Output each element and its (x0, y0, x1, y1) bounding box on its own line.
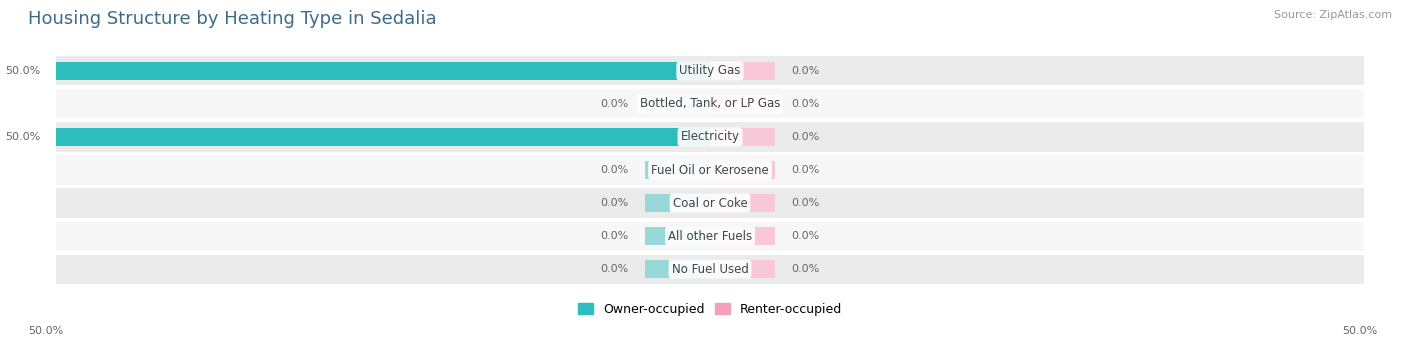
Text: 0.0%: 0.0% (792, 132, 820, 142)
Text: 0.0%: 0.0% (792, 264, 820, 274)
Bar (56, 188, 1364, 218)
Bar (56, 222, 1364, 251)
Bar (56, 155, 1364, 185)
Bar (710, 260, 776, 278)
Text: Source: ZipAtlas.com: Source: ZipAtlas.com (1274, 10, 1392, 20)
Text: Fuel Oil or Kerosene: Fuel Oil or Kerosene (651, 164, 769, 176)
Text: 50.0%: 50.0% (28, 326, 63, 336)
Bar (644, 227, 710, 245)
Bar (644, 161, 710, 179)
Text: 0.0%: 0.0% (600, 165, 628, 175)
Bar (710, 95, 776, 113)
Text: Electricity: Electricity (681, 131, 740, 143)
Bar (644, 194, 710, 212)
Text: All other Fuels: All other Fuels (668, 230, 752, 242)
Bar (56, 56, 1364, 85)
Bar (710, 128, 776, 146)
Bar (644, 260, 710, 278)
Text: Housing Structure by Heating Type in Sedalia: Housing Structure by Heating Type in Sed… (28, 10, 437, 28)
Text: Utility Gas: Utility Gas (679, 64, 741, 78)
Bar (710, 227, 776, 245)
Text: 0.0%: 0.0% (792, 231, 820, 241)
Text: 0.0%: 0.0% (600, 99, 628, 109)
Bar (56, 128, 710, 146)
Text: 0.0%: 0.0% (600, 264, 628, 274)
Text: 50.0%: 50.0% (1343, 326, 1378, 336)
Legend: Owner-occupied, Renter-occupied: Owner-occupied, Renter-occupied (574, 298, 846, 321)
Bar (56, 89, 1364, 118)
Bar (56, 122, 1364, 152)
Text: Bottled, Tank, or LP Gas: Bottled, Tank, or LP Gas (640, 98, 780, 111)
Text: 0.0%: 0.0% (792, 198, 820, 208)
Bar (56, 62, 710, 80)
Text: No Fuel Used: No Fuel Used (672, 262, 748, 276)
Bar (644, 95, 710, 113)
Bar (56, 255, 1364, 284)
Text: 50.0%: 50.0% (6, 66, 41, 76)
Text: 0.0%: 0.0% (600, 198, 628, 208)
Text: Coal or Coke: Coal or Coke (672, 197, 748, 209)
Bar (710, 161, 776, 179)
Text: 0.0%: 0.0% (600, 231, 628, 241)
Text: 0.0%: 0.0% (792, 66, 820, 76)
Text: 0.0%: 0.0% (792, 165, 820, 175)
Bar (710, 194, 776, 212)
Bar (710, 62, 776, 80)
Text: 0.0%: 0.0% (792, 99, 820, 109)
Text: 50.0%: 50.0% (6, 132, 41, 142)
